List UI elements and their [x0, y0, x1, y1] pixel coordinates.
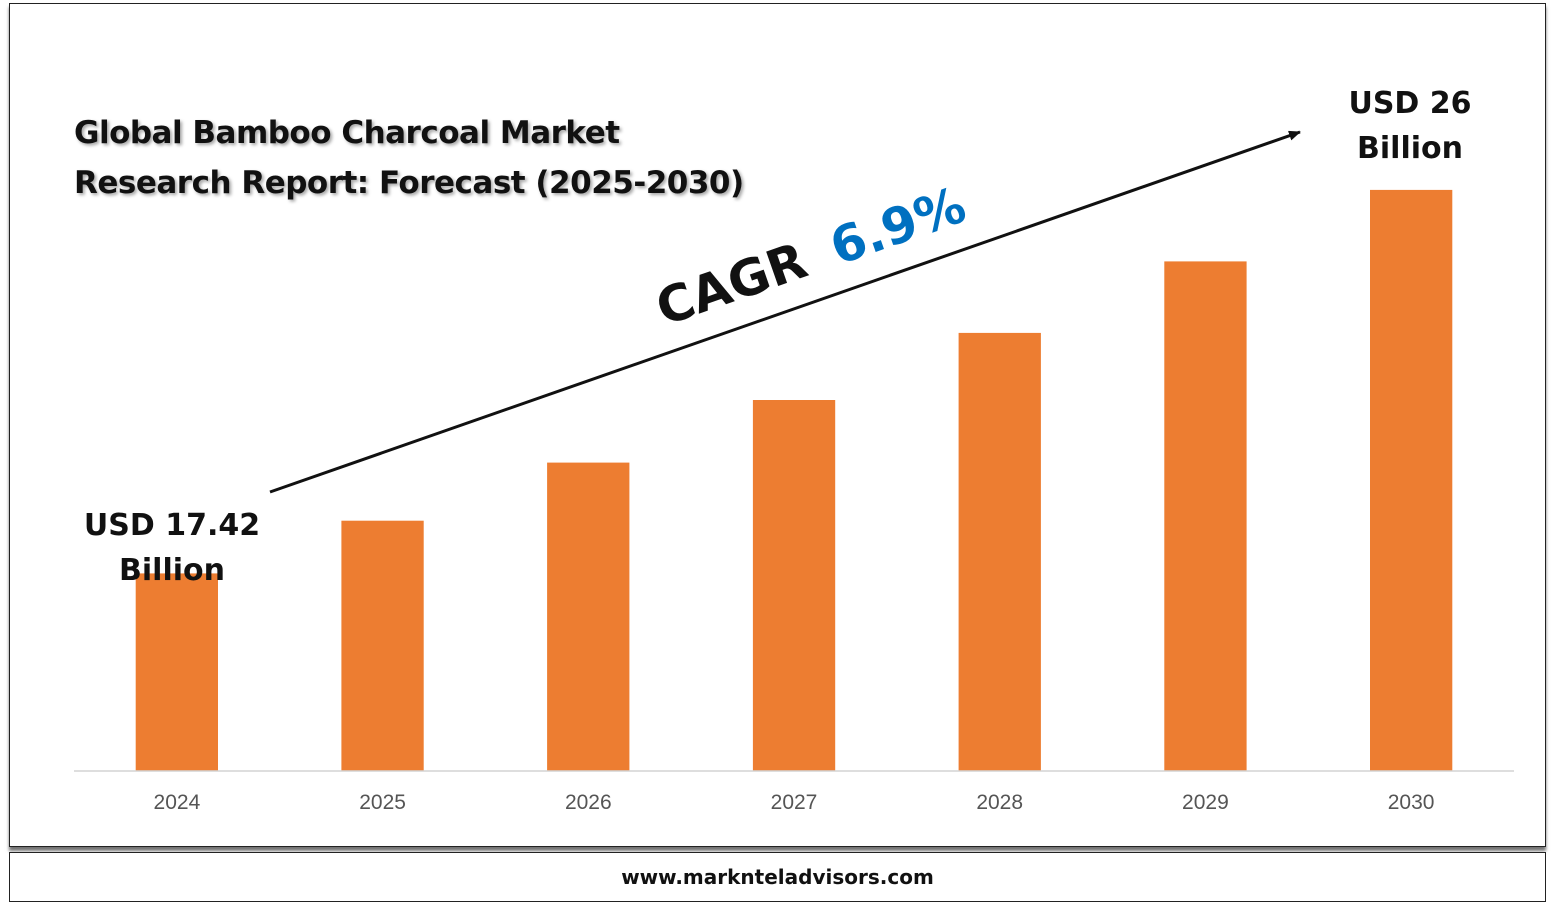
start-value-label-line-1: USD 17.42: [84, 508, 260, 543]
x-tick-label-2027: 2027: [771, 791, 818, 814]
footer-website[interactable]: www.marknteladvisors.com: [621, 865, 934, 889]
growth-arrow: [269, 130, 1301, 494]
x-tick-label-2029: 2029: [1182, 791, 1229, 814]
x-tick-label-2024: 2024: [154, 791, 201, 814]
bar-2027: [752, 400, 836, 771]
bar-2024: [135, 573, 218, 771]
start-value-label-line-2: Billion: [119, 553, 225, 588]
x-tick-label-2026: 2026: [565, 791, 612, 814]
bar-2029: [1164, 261, 1247, 771]
bar-2028: [958, 332, 1041, 771]
end-value-label-line-2: Billion: [1357, 131, 1463, 166]
cagr-value: 6.9%: [823, 176, 973, 277]
x-tick-label-2028: 2028: [976, 791, 1023, 814]
end-value-label-line-1: USD 26: [1348, 86, 1471, 121]
bar-2030: [1370, 189, 1453, 771]
chart-title: Global Bamboo Charcoal Market Research R…: [74, 108, 744, 208]
x-tick-label-2025: 2025: [359, 791, 406, 814]
title-line-1: Global Bamboo Charcoal Market: [74, 115, 620, 151]
x-tick-label-2030: 2030: [1388, 791, 1435, 814]
bar-2025: [341, 520, 424, 771]
cagr-label: CAGR 6.9%: [649, 176, 973, 338]
bar-2026: [547, 462, 630, 771]
title-line-2: Research Report: Forecast (2025-2030): [74, 165, 744, 201]
footer: www.marknteladvisors.com: [9, 852, 1546, 902]
cagr-prefix: CAGR: [649, 231, 814, 337]
